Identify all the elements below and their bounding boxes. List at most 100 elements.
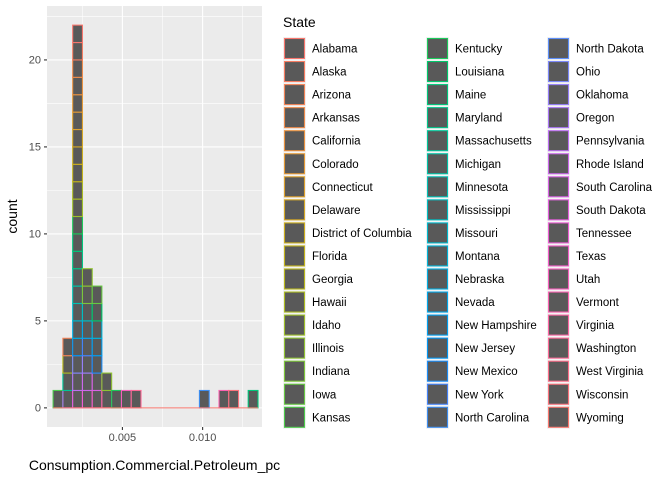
legend-label: Hawaii xyxy=(312,297,347,309)
bar-segment xyxy=(81,268,93,287)
bar-segment xyxy=(81,285,93,305)
bar-segment xyxy=(72,198,84,218)
legend-swatch xyxy=(283,383,306,405)
bar-segment xyxy=(91,389,103,409)
bar-segment xyxy=(101,389,113,409)
y-axis: 0 5 10 15 20 xyxy=(29,54,47,414)
legend-label: California xyxy=(312,136,361,148)
bar-segment xyxy=(91,302,103,322)
legend-swatch xyxy=(547,337,570,359)
legend-label: Washington xyxy=(576,343,636,355)
legend-swatch xyxy=(426,268,449,290)
legend-label: New York xyxy=(455,389,504,401)
legend-label: Virginia xyxy=(576,320,615,332)
legend-label: Nebraska xyxy=(455,274,505,286)
bar-segment xyxy=(120,389,132,409)
legend-label: Connecticut xyxy=(312,182,374,194)
legend-label: New Hampshire xyxy=(455,320,537,332)
bar-segment xyxy=(81,355,93,374)
y-tick-label: 5 xyxy=(35,315,41,327)
bar-segment xyxy=(247,389,259,409)
y-tick-label: 15 xyxy=(29,141,41,153)
histogram-bars xyxy=(52,24,259,409)
legend-swatch xyxy=(283,37,306,60)
bar-segment xyxy=(198,389,210,409)
bar-segment xyxy=(72,181,84,200)
bar-segment xyxy=(91,372,103,392)
legend-label: West Virginia xyxy=(576,366,644,378)
legend-swatch xyxy=(426,130,449,152)
legend-swatch xyxy=(547,383,570,405)
legend-swatch xyxy=(283,406,306,428)
legend-label: Mississippi xyxy=(455,205,511,217)
legend-label: Missouri xyxy=(455,228,498,240)
legend-swatch xyxy=(426,245,449,267)
legend: State Alabama Alaska Arizona Arkansas Califo… xyxy=(283,14,653,429)
bar-segment xyxy=(72,372,84,392)
legend-swatch xyxy=(426,60,449,83)
legend-swatch xyxy=(426,337,449,359)
legend-label: Illinois xyxy=(312,343,344,355)
legend-swatch xyxy=(426,84,449,106)
bar-segment xyxy=(72,320,84,339)
legend-swatch xyxy=(283,60,306,83)
legend-label: Georgia xyxy=(312,274,354,286)
legend-swatch xyxy=(426,406,449,428)
legend-label: Minnesota xyxy=(455,182,509,194)
legend-swatch xyxy=(547,153,570,175)
legend-swatch xyxy=(283,360,306,382)
legend-swatch xyxy=(426,222,449,244)
bar-segment xyxy=(218,389,230,409)
bar-segment xyxy=(72,250,84,270)
legend-label: Utah xyxy=(576,274,600,286)
legend-label: Kentucky xyxy=(455,44,503,56)
bar-segment xyxy=(62,337,74,357)
legend-swatch xyxy=(283,107,306,129)
legend-swatch xyxy=(426,360,449,382)
bar-segment xyxy=(130,389,142,409)
legend-label: Wyoming xyxy=(576,412,624,424)
bar-segment xyxy=(72,94,84,113)
bar-segment xyxy=(62,355,74,374)
y-tick-label: 20 xyxy=(29,54,41,66)
legend-label: North Carolina xyxy=(455,412,530,424)
bar-segment xyxy=(72,76,84,96)
legend-label: Kansas xyxy=(312,412,351,424)
legend-swatch xyxy=(283,245,306,267)
legend-swatch xyxy=(426,291,449,313)
legend-swatch xyxy=(547,107,570,129)
bar-segment xyxy=(72,268,84,287)
bar-segment xyxy=(91,337,103,357)
legend-swatch xyxy=(426,37,449,60)
bar-segment xyxy=(72,285,84,305)
bar-segment xyxy=(81,302,93,322)
bar-segment xyxy=(72,215,84,235)
legend-swatch xyxy=(547,360,570,382)
legend-swatch xyxy=(283,337,306,359)
legend-label: Indiana xyxy=(312,366,350,378)
legend-label: Iowa xyxy=(312,389,337,401)
legend-label: Delaware xyxy=(312,205,361,217)
legend-swatch xyxy=(547,199,570,221)
legend-label: Maryland xyxy=(455,113,502,125)
legend-label: Rhode Island xyxy=(576,159,644,171)
legend-swatch xyxy=(283,153,306,175)
bar-segment xyxy=(72,24,84,44)
legend-swatch xyxy=(547,222,570,244)
legend-label: Pennsylvania xyxy=(576,136,645,148)
legend-label: Maine xyxy=(455,90,486,102)
legend-swatch xyxy=(283,130,306,152)
bar-segment xyxy=(81,372,93,392)
bar-segment xyxy=(81,320,93,339)
bar-segment xyxy=(91,285,103,305)
legend-label: Alabama xyxy=(312,44,358,56)
bar-segment xyxy=(72,337,84,357)
bar-segment xyxy=(72,233,84,252)
bar-segment xyxy=(91,355,103,374)
legend-swatch xyxy=(547,245,570,267)
legend-swatch xyxy=(283,176,306,198)
legend-label: Nevada xyxy=(455,297,495,309)
legend-label: Wisconsin xyxy=(576,389,628,401)
legend-swatch xyxy=(426,314,449,336)
